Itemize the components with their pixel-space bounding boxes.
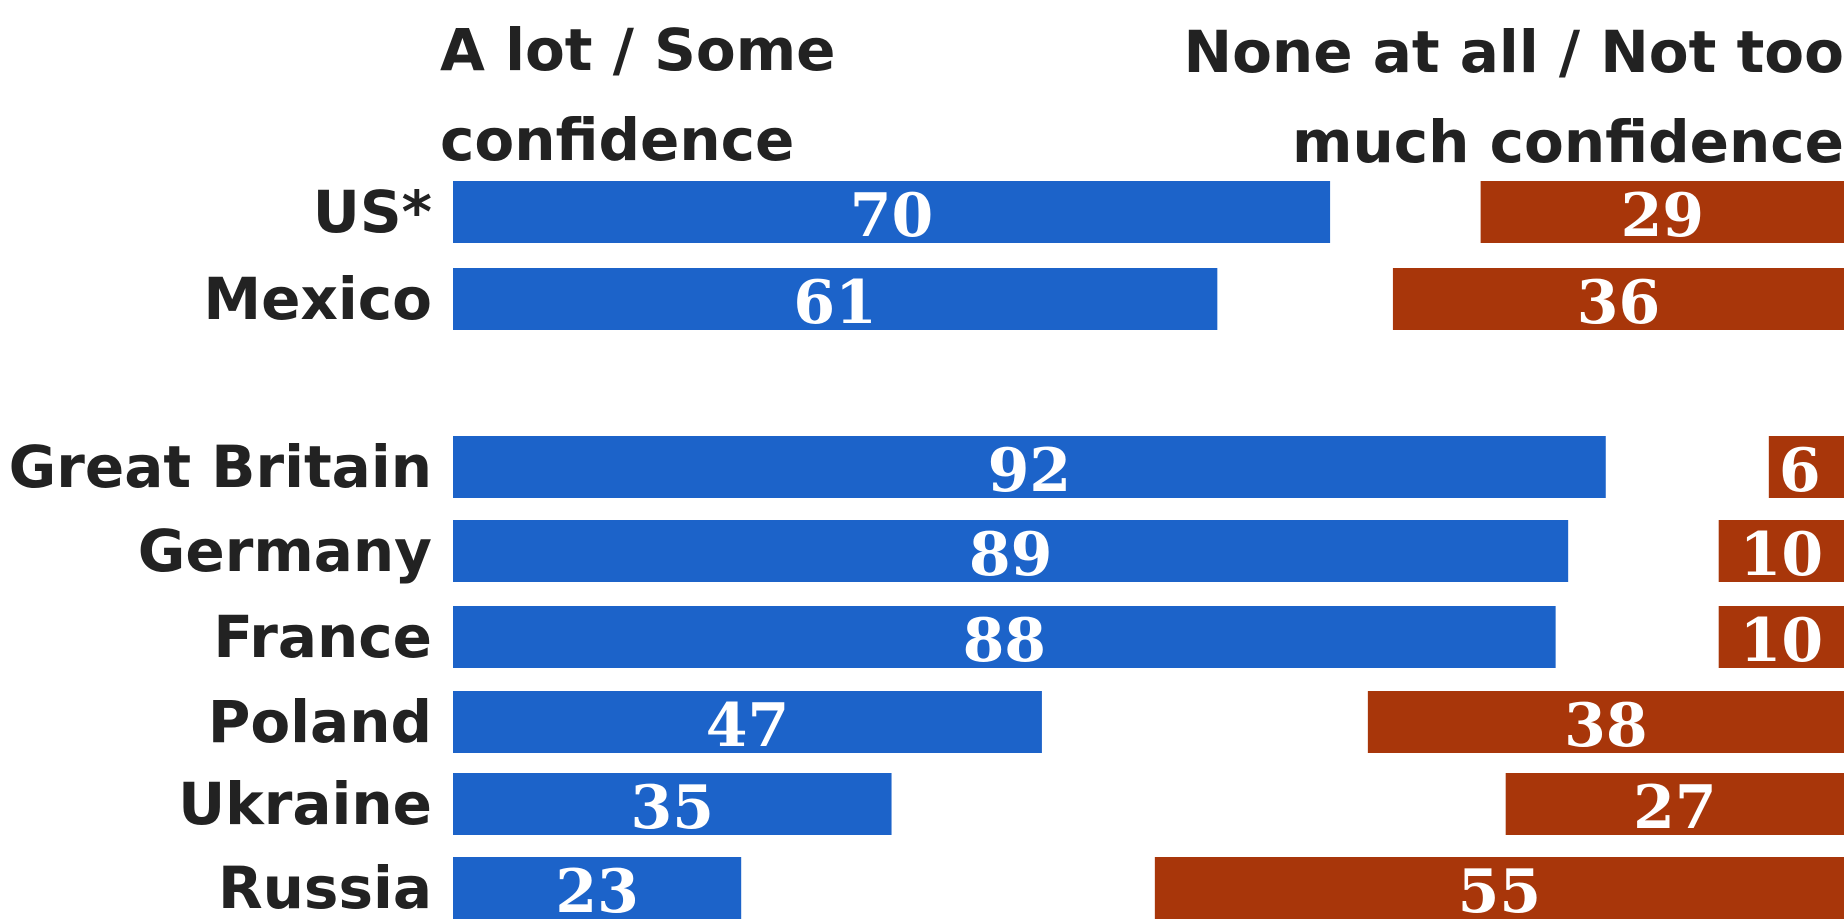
category-label-great-britain: Great Britain <box>9 433 432 501</box>
bar-no-confidence-germany <box>1718 520 1844 582</box>
value-no-confidence-france: 10 <box>1740 606 1824 676</box>
bar-no-confidence-russia <box>1154 857 1844 919</box>
bar-no-confidence-france <box>1718 606 1844 668</box>
value-no-confidence-us: 29 <box>1621 181 1705 251</box>
value-no-confidence-russia: 55 <box>1458 857 1542 919</box>
row-great-britain: Great Britain 92 6 <box>9 433 1844 506</box>
value-confidence-france: 88 <box>963 606 1047 676</box>
row-mexico: Mexico 61 36 <box>203 265 1844 338</box>
value-no-confidence-poland: 38 <box>1564 691 1648 761</box>
row-poland: Poland 47 38 <box>208 688 1844 761</box>
negative-header-line2: much confidence <box>1292 108 1844 176</box>
bar-confidence-great-britain <box>453 436 1606 498</box>
bar-no-confidence-us <box>1480 181 1844 243</box>
category-label-russia: Russia <box>218 854 432 919</box>
positive-header-line1: A lot / Some <box>440 16 836 84</box>
category-label-us: US* <box>313 178 432 246</box>
category-label-mexico: Mexico <box>203 265 432 333</box>
row-france: France 88 10 <box>213 603 1844 676</box>
chart-rows: US* 70 29 Mexico 61 36 Great Britain 92 6 Germany… <box>9 178 1844 919</box>
value-confidence-ukraine: 35 <box>631 773 715 843</box>
bar-confidence-mexico <box>453 268 1218 330</box>
bar-no-confidence-mexico <box>1392 268 1844 330</box>
value-confidence-us: 70 <box>850 181 934 251</box>
value-no-confidence-ukraine: 27 <box>1633 773 1717 843</box>
bar-confidence-poland <box>453 691 1042 753</box>
value-no-confidence-germany: 10 <box>1740 520 1824 590</box>
negative-header-line1: None at all / Not too <box>1184 18 1844 86</box>
positive-header-line2: confidence <box>440 106 794 174</box>
row-ukraine: Ukraine 35 27 <box>178 770 1844 843</box>
bar-confidence-ukraine <box>453 773 892 835</box>
value-confidence-great-britain: 92 <box>988 436 1072 506</box>
row-germany: Germany 89 10 <box>138 517 1844 590</box>
value-confidence-russia: 23 <box>555 857 639 919</box>
bar-confidence-russia <box>453 857 742 919</box>
category-label-poland: Poland <box>208 688 432 756</box>
value-no-confidence-mexico: 36 <box>1577 268 1661 338</box>
category-label-germany: Germany <box>138 517 432 585</box>
row-russia: Russia 23 55 <box>218 854 1844 919</box>
bar-confidence-us <box>453 181 1331 243</box>
bar-no-confidence-ukraine <box>1505 773 1844 835</box>
row-us: US* 70 29 <box>313 178 1844 251</box>
category-label-ukraine: Ukraine <box>178 770 432 838</box>
value-confidence-mexico: 61 <box>793 268 877 338</box>
value-confidence-germany: 89 <box>969 520 1053 590</box>
bar-no-confidence-poland <box>1367 691 1844 753</box>
value-no-confidence-great-britain: 6 <box>1779 436 1821 506</box>
bar-confidence-germany <box>453 520 1569 582</box>
category-label-france: France <box>213 603 432 671</box>
bar-confidence-france <box>453 606 1556 668</box>
value-confidence-poland: 47 <box>706 691 790 761</box>
bar-no-confidence-great-britain <box>1768 436 1844 498</box>
column-headers: A lot / Some confidence None at all / No… <box>440 16 1844 176</box>
